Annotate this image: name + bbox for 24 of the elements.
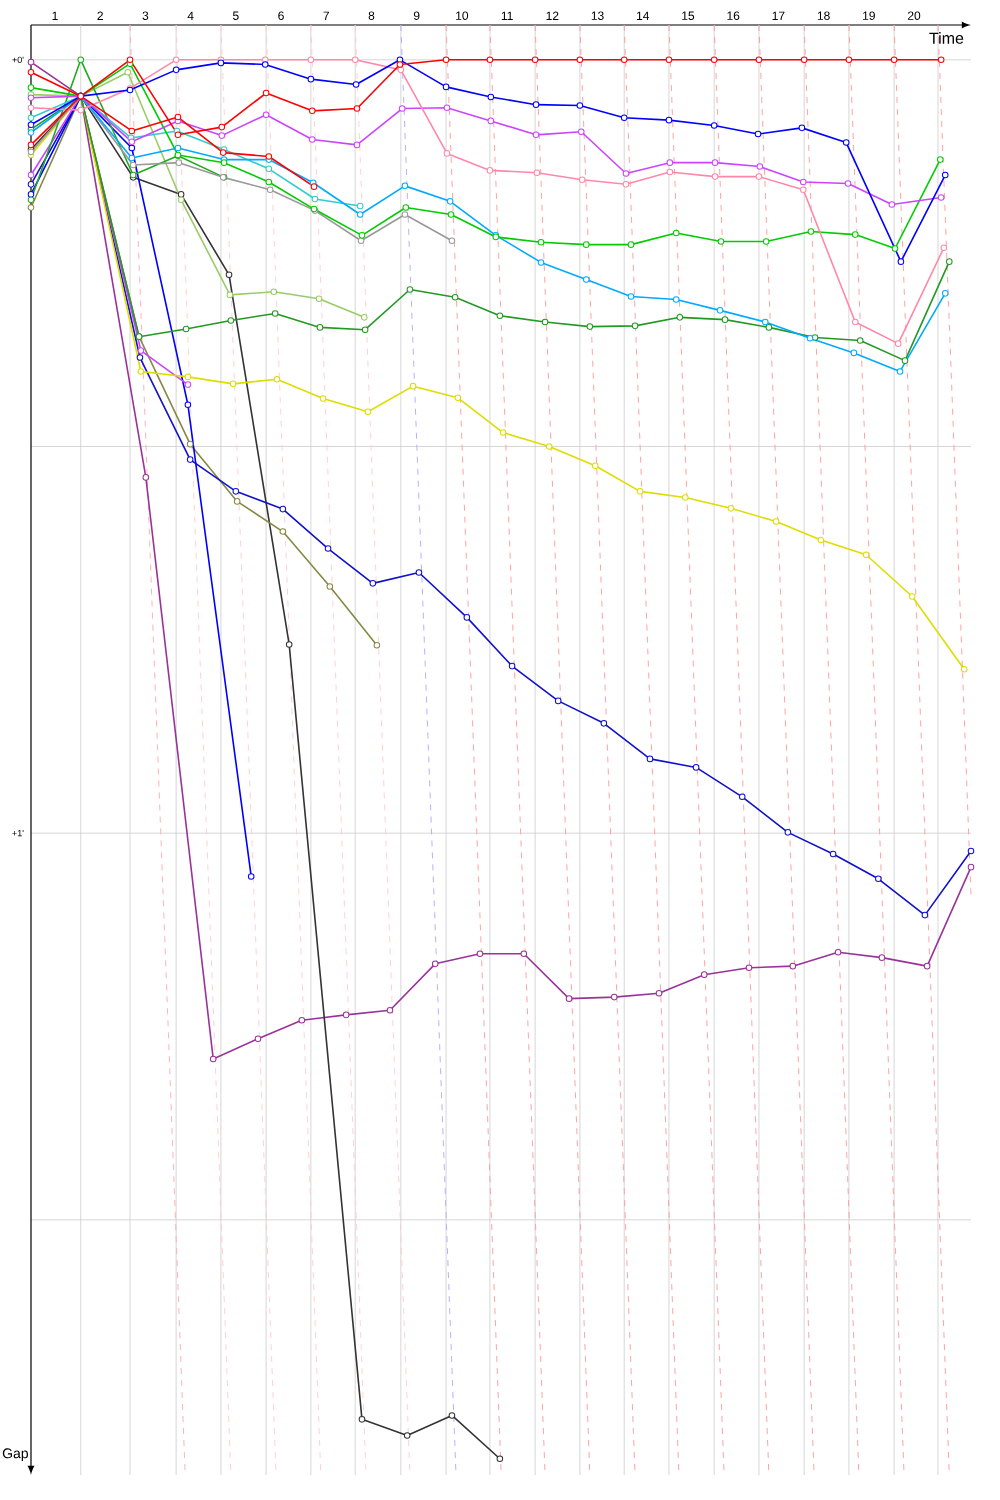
x-tick-label: 4 xyxy=(187,11,194,20)
x-tick-label: 16 xyxy=(727,11,740,20)
x-tick-label: 10 xyxy=(456,11,469,20)
x-tick-label: 19 xyxy=(863,11,875,20)
x-tick-label: 12 xyxy=(546,11,559,20)
x-tick-label: 1 xyxy=(52,11,58,20)
x-tick-label: 15 xyxy=(682,11,695,20)
y-tick-label: +1' xyxy=(12,830,24,837)
x-tick-label: 14 xyxy=(636,11,650,20)
x-tick-label: 20 xyxy=(907,11,921,20)
x-tick-label: 18 xyxy=(817,11,830,20)
x-tick-label: 7 xyxy=(323,11,329,20)
x-tick-label: 5 xyxy=(232,11,239,20)
x-tick-label: 17 xyxy=(772,11,785,20)
x-tick-label: 13 xyxy=(591,11,604,20)
x-tick-label: 2 xyxy=(97,11,103,20)
x-tick-label: 8 xyxy=(368,11,375,20)
x-tick-label: 6 xyxy=(278,11,284,20)
y-axis-title: Gap xyxy=(2,1448,28,1462)
y-tick-label: +0' xyxy=(12,56,24,64)
x-tick-label: 11 xyxy=(501,11,513,20)
x-axis-title: Time xyxy=(929,32,964,44)
x-tick-label: 3 xyxy=(142,11,149,20)
x-tick-label: 9 xyxy=(413,11,420,20)
